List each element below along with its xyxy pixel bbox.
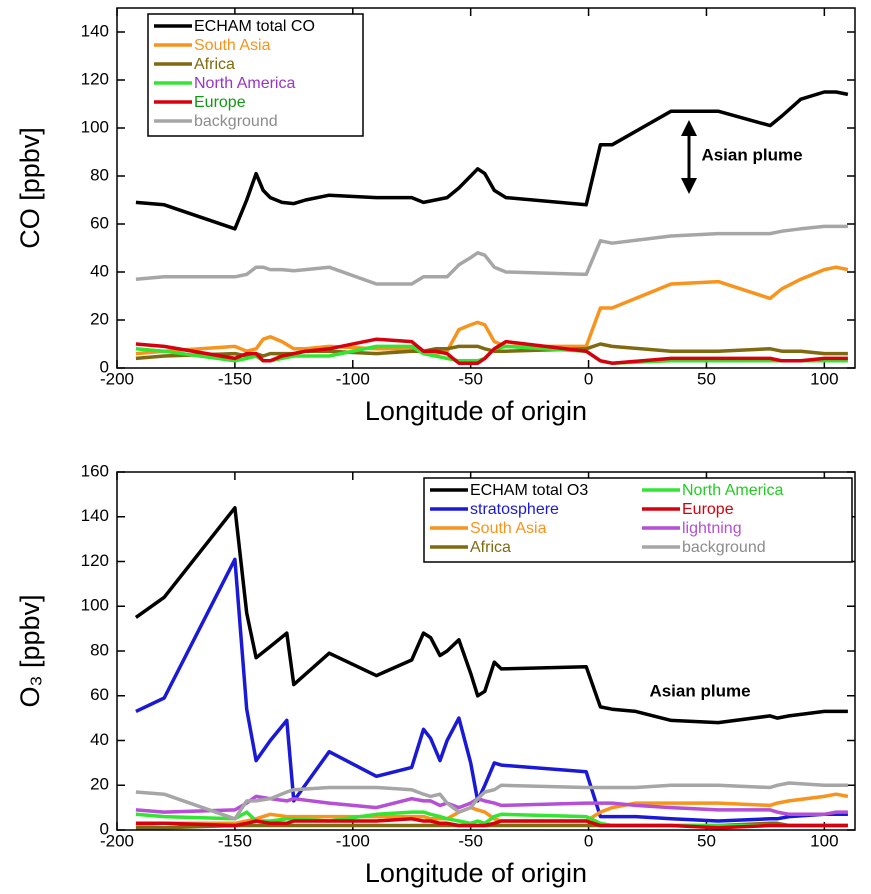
y-tick-label: 80 bbox=[90, 165, 109, 184]
annotation: Asian plume bbox=[649, 681, 750, 700]
legend-box bbox=[423, 477, 853, 563]
legend-label: South Asia bbox=[194, 37, 271, 54]
y-tick-label: 100 bbox=[81, 596, 109, 615]
x-tick-label: -100 bbox=[336, 369, 370, 388]
y-tick-label: 140 bbox=[81, 21, 109, 40]
x-tick-label: -200 bbox=[100, 831, 134, 850]
y-tick-label: 0 bbox=[100, 357, 109, 376]
x-axis-label: Longitude of origin bbox=[365, 396, 587, 426]
y-tick-label: 20 bbox=[90, 775, 109, 794]
series-line bbox=[134, 506, 848, 725]
y-tick-label: 60 bbox=[90, 213, 109, 232]
y-tick-label: 40 bbox=[90, 261, 109, 280]
y-axis-label: CO [ppbv] bbox=[15, 127, 45, 249]
legend-label: Africa bbox=[194, 56, 235, 73]
y-tick-label: 80 bbox=[90, 640, 109, 659]
x-tick-label: 50 bbox=[697, 831, 716, 850]
x-tick-label: 100 bbox=[810, 369, 838, 388]
y-axis-label: O₃ [ppbv] bbox=[15, 594, 45, 707]
x-tick-label: 0 bbox=[584, 369, 593, 388]
series-line bbox=[135, 265, 849, 356]
legend-label: North America bbox=[682, 482, 783, 499]
legend-label: South Asia bbox=[470, 520, 547, 537]
x-tick-label: -50 bbox=[458, 831, 483, 850]
series-line bbox=[135, 224, 848, 286]
x-tick-label: -150 bbox=[218, 369, 252, 388]
series-line bbox=[135, 781, 848, 821]
arrow bbox=[681, 120, 697, 194]
y-tick-label: 100 bbox=[81, 117, 109, 136]
series-line bbox=[135, 817, 848, 830]
y-tick-label: 140 bbox=[81, 506, 109, 525]
annotation: Asian plume bbox=[701, 145, 802, 164]
y-tick-label: 120 bbox=[81, 551, 109, 570]
x-tick-label: -200 bbox=[100, 369, 134, 388]
legend-label: Africa bbox=[470, 539, 511, 556]
x-tick-label: -50 bbox=[458, 369, 483, 388]
x-tick-label: 100 bbox=[810, 831, 838, 850]
legend-label: stratosphere bbox=[470, 501, 559, 518]
series-line bbox=[135, 557, 848, 823]
series-line bbox=[135, 342, 848, 361]
legend-label: background bbox=[682, 539, 766, 556]
legend-label: Europe bbox=[194, 94, 246, 111]
y-tick-label: 0 bbox=[100, 819, 109, 838]
x-tick-label: -100 bbox=[336, 831, 370, 850]
y-tick-label: 120 bbox=[81, 69, 109, 88]
plot-frame bbox=[116, 7, 856, 369]
legend-label: North America bbox=[194, 75, 295, 92]
legend-label: lightning bbox=[682, 520, 742, 537]
legend-label: ECHAM total CO bbox=[194, 18, 315, 35]
y-tick-label: 160 bbox=[81, 461, 109, 480]
legend-label: ECHAM total O3 bbox=[470, 482, 588, 499]
legend-label: Europe bbox=[682, 501, 734, 518]
y-tick-label: 20 bbox=[90, 309, 109, 328]
x-axis-label: Longitude of origin bbox=[365, 858, 587, 888]
y-tick-label: 60 bbox=[90, 685, 109, 704]
series-line bbox=[135, 337, 848, 365]
x-tick-label: 0 bbox=[584, 831, 593, 850]
x-tick-label: -150 bbox=[218, 831, 252, 850]
plot-frame bbox=[116, 471, 856, 831]
legend-label: background bbox=[194, 113, 278, 130]
series-line bbox=[135, 90, 849, 231]
series-line bbox=[135, 794, 848, 817]
x-tick-label: 50 bbox=[697, 369, 716, 388]
y-tick-label: 40 bbox=[90, 730, 109, 749]
legend-box bbox=[147, 13, 364, 137]
